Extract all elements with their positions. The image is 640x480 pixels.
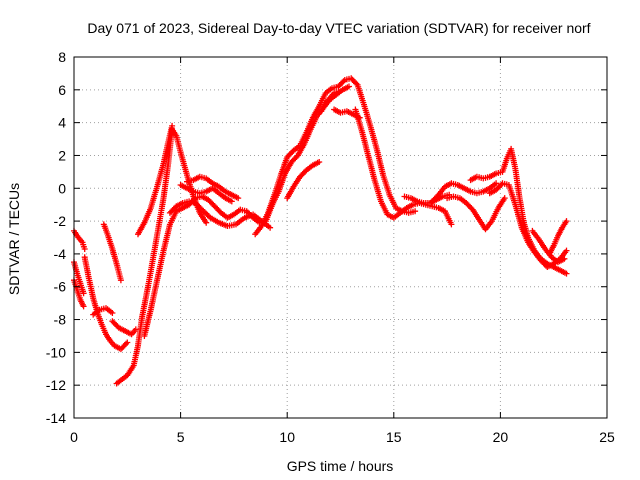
data-series-s21 <box>429 180 500 205</box>
data-point <box>267 224 274 231</box>
plot-frame <box>73 56 608 419</box>
data-series-s17 <box>318 88 342 115</box>
data-series-s22 <box>444 193 508 233</box>
data-point <box>346 83 352 90</box>
y-tick-label: -10 <box>46 344 66 360</box>
data-point <box>169 122 176 129</box>
data-point <box>109 310 116 316</box>
chart-title: Day 071 of 2023, Sidereal Day-to-day VTE… <box>87 20 590 36</box>
data-point <box>501 195 508 202</box>
data-series-s11 <box>166 198 274 231</box>
data-series-s26 <box>529 227 568 266</box>
data-point <box>561 255 568 262</box>
data-point <box>493 180 500 187</box>
data-point <box>80 290 87 297</box>
data-series-s10 <box>141 193 263 339</box>
y-tick-label: 2 <box>58 147 66 163</box>
data-series-s12 <box>177 182 235 205</box>
x-tick-label: 20 <box>493 429 509 445</box>
data-series-s6 <box>100 221 124 284</box>
data-series-s16 <box>284 159 323 202</box>
data-point <box>412 208 419 215</box>
x-tick-label: 25 <box>599 429 615 445</box>
x-axis-title: GPS time / hours <box>287 458 394 474</box>
data-point <box>353 80 360 87</box>
axis-ticks: -14 -12 -10 -8 -6 -4 -2 0 2 4 6 8 0 5 10 15 20 25 <box>46 49 615 445</box>
y-tick-label: -2 <box>54 213 67 229</box>
x-tick-label: 10 <box>279 429 295 445</box>
data-series-s4 <box>81 254 131 353</box>
data-point <box>197 205 204 212</box>
data-point <box>563 247 570 254</box>
y-tick-label: -14 <box>46 410 66 426</box>
y-tick-label: -4 <box>54 246 67 262</box>
data-point <box>335 88 342 95</box>
y-tick-label: -8 <box>54 312 67 328</box>
data-point <box>563 270 570 277</box>
data-point <box>117 277 124 284</box>
y-tick-label: 4 <box>58 115 66 131</box>
data-series-s8 <box>113 126 210 387</box>
data-series-s13 <box>184 173 242 202</box>
data-point <box>81 246 88 252</box>
y-tick-label: 6 <box>58 82 66 98</box>
data-points <box>71 75 570 387</box>
data-point <box>124 339 131 346</box>
data-point <box>316 159 323 165</box>
data-point <box>340 78 347 85</box>
data-point <box>123 340 129 347</box>
x-tick-label: 15 <box>386 429 402 445</box>
data-point <box>228 198 235 205</box>
data-point <box>563 218 570 225</box>
data-series-s7 <box>109 318 139 338</box>
data-point <box>203 219 210 226</box>
y-tick-label: -6 <box>54 279 67 295</box>
data-point <box>80 303 87 310</box>
data-point <box>235 195 242 202</box>
y-tick-label: 0 <box>58 180 66 196</box>
data-point <box>448 221 455 228</box>
data-series-s9 <box>135 122 176 238</box>
data-series-s5 <box>90 305 116 318</box>
y-axis-title: SDTVAR / TECUs <box>6 183 22 295</box>
x-tick-label: 0 <box>70 429 78 445</box>
y-tick-label: 8 <box>58 49 66 65</box>
y-tick-label: -12 <box>46 377 66 393</box>
x-tick-label: 5 <box>177 429 185 445</box>
